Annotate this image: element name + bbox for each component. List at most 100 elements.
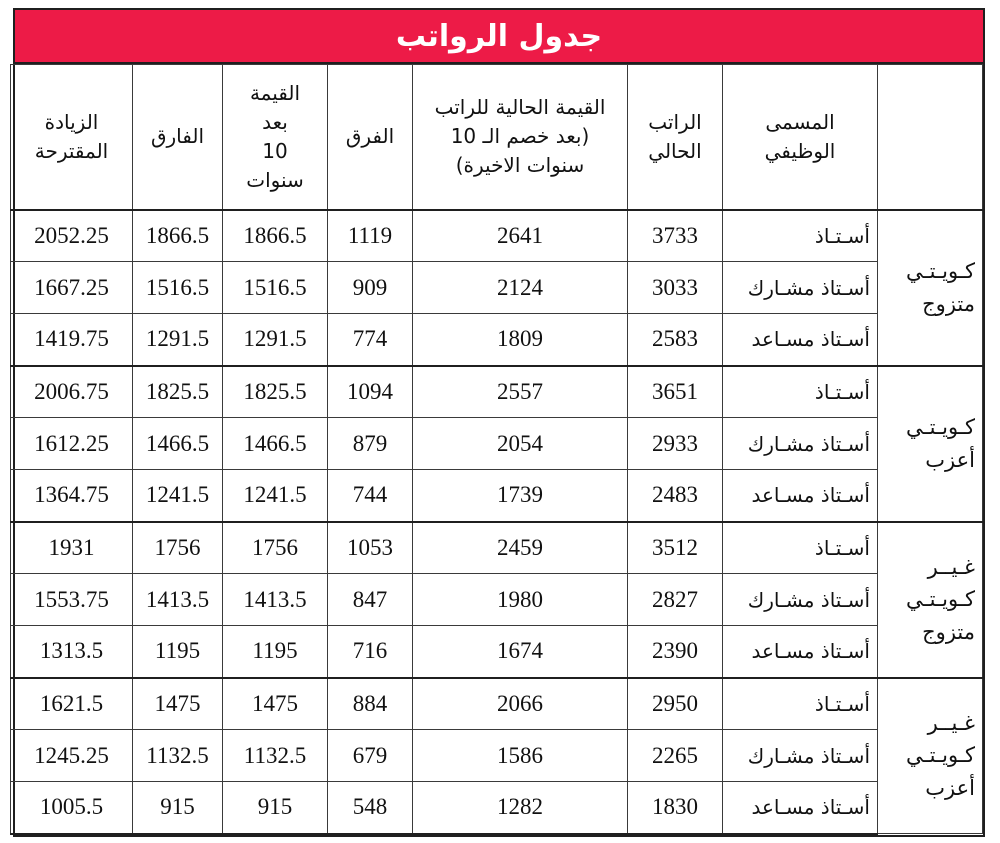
- difference2-cell: 1756: [132, 520, 223, 574]
- value-after-10-years-cell: 1291.5: [222, 313, 328, 366]
- proposed-increase-cell: 1553.75: [10, 573, 133, 626]
- current-salary-cell: 2827: [627, 573, 723, 626]
- value-after-10-years-cell: 1466.5: [222, 417, 328, 470]
- proposed-increase-cell: 1612.25: [10, 417, 133, 470]
- difference-cell: 879: [327, 417, 413, 470]
- current-value-cell: 1980: [412, 573, 628, 626]
- job-title-cell: أسـتاذ مشـارك: [722, 573, 878, 626]
- difference-cell: 847: [327, 573, 413, 626]
- proposed-increase-cell: 1931: [10, 520, 133, 574]
- difference-cell: 1119: [327, 208, 413, 262]
- current-value-cell: 1282: [412, 781, 628, 835]
- current-salary-cell: 3651: [627, 364, 723, 418]
- current-salary-cell: 2483: [627, 469, 723, 522]
- current-salary-cell: 2583: [627, 313, 723, 366]
- difference2-cell: 1132.5: [132, 729, 223, 782]
- job-title-cell: أسـتاذ مسـاعد: [722, 625, 878, 678]
- column-header-difference2: الفارق: [132, 64, 223, 210]
- value-after-10-years-cell: 1825.5: [222, 364, 328, 418]
- job-title-cell: أسـتـاذ: [722, 676, 878, 730]
- difference2-cell: 1195: [132, 625, 223, 678]
- proposed-increase-cell: 1419.75: [10, 313, 133, 366]
- current-value-cell: 1809: [412, 313, 628, 366]
- table-title: جدول الرواتب: [395, 18, 603, 54]
- proposed-increase-cell: 1005.5: [10, 781, 133, 835]
- difference-cell: 1094: [327, 364, 413, 418]
- category-cell: كـويـتـي أعزب: [877, 364, 983, 522]
- current-salary-cell: 1830: [627, 781, 723, 835]
- current-value-cell: 2459: [412, 520, 628, 574]
- proposed-increase-cell: 2052.25: [10, 208, 133, 262]
- column-header-job-title: المسمى الوظيفي: [722, 64, 878, 210]
- current-value-cell: 2641: [412, 208, 628, 262]
- column-header-difference: الفرق: [327, 64, 413, 210]
- difference-cell: 548: [327, 781, 413, 835]
- job-title-cell: أسـتاذ مسـاعد: [722, 781, 878, 835]
- difference-cell: 1053: [327, 520, 413, 574]
- job-title-cell: أسـتاذ مشـارك: [722, 417, 878, 470]
- value-after-10-years-cell: 1516.5: [222, 261, 328, 314]
- value-after-10-years-cell: 1756: [222, 520, 328, 574]
- column-header-proposed-increase: الزيادة المقترحة: [10, 64, 133, 210]
- table-row: أسـتاذ مشـارك 2827 1980 847 1413.5 1413.5 1553…: [10, 573, 983, 626]
- difference2-cell: 1466.5: [132, 417, 223, 470]
- value-after-10-years-cell: 1132.5: [222, 729, 328, 782]
- table-body: كـويـتـي متزوج أسـتـاذ 3733 2641 1119 1866.5 1…: [10, 208, 983, 835]
- current-value-cell: 2124: [412, 261, 628, 314]
- difference2-cell: 1866.5: [132, 208, 223, 262]
- current-value-cell: 2054: [412, 417, 628, 470]
- current-value-cell: 1586: [412, 729, 628, 782]
- difference2-cell: 1291.5: [132, 313, 223, 366]
- column-header-current-salary: الراتب الحالي: [627, 64, 723, 210]
- proposed-increase-cell: 1364.75: [10, 469, 133, 522]
- column-header-current-value: القيمة الحالية للراتب (بعد خصم الـ 10 سن…: [412, 64, 628, 210]
- header-row: المسمى الوظيفي الراتب الحالي القيمة الحا…: [10, 64, 983, 210]
- difference-cell: 679: [327, 729, 413, 782]
- difference-cell: 716: [327, 625, 413, 678]
- proposed-increase-cell: 1245.25: [10, 729, 133, 782]
- current-value-cell: 2066: [412, 676, 628, 730]
- column-header-value-after-10: القيمة بعد 10 سنوات: [222, 64, 328, 210]
- job-title-cell: أسـتاذ مسـاعد: [722, 313, 878, 366]
- current-value-cell: 2557: [412, 364, 628, 418]
- table-row: أسـتاذ مسـاعد 2390 1674 716 1195 1195 1313.5: [10, 625, 983, 678]
- table-row: غـيــر كـويـتـي أعزب أسـتـاذ 2950 2066 884 14…: [10, 676, 983, 834]
- current-salary-cell: 2950: [627, 676, 723, 730]
- table-row: غـيــر كـويـتـي متزوج أسـتـاذ 3512 2459 1053…: [10, 520, 983, 678]
- table-row: كـويـتـي متزوج أسـتـاذ 3733 2641 1119 1866.5 1…: [10, 208, 983, 366]
- difference2-cell: 1413.5: [132, 573, 223, 626]
- current-value-cell: 1674: [412, 625, 628, 678]
- proposed-increase-cell: 1313.5: [10, 625, 133, 678]
- job-title-cell: أسـتاذ مشـارك: [722, 261, 878, 314]
- table-row: كـويـتـي أعزب أسـتـاذ 3651 2557 1094 1825.5 18…: [10, 364, 983, 522]
- value-after-10-years-cell: 1866.5: [222, 208, 328, 262]
- salary-table-container: جدول الرواتب المسمى الوظيفي الراتب الحال…: [10, 8, 985, 837]
- job-title-cell: أسـتاذ مسـاعد: [722, 469, 878, 522]
- value-after-10-years-cell: 1475: [222, 676, 328, 730]
- current-salary-cell: 3733: [627, 208, 723, 262]
- current-salary-cell: 2933: [627, 417, 723, 470]
- salary-table: المسمى الوظيفي الراتب الحالي القيمة الحا…: [10, 64, 983, 835]
- current-salary-cell: 3512: [627, 520, 723, 574]
- difference-cell: 884: [327, 676, 413, 730]
- category-cell: غـيــر كـويـتـي أعزب: [877, 676, 983, 834]
- table-title-bar: جدول الرواتب: [15, 10, 983, 64]
- current-salary-cell: 2390: [627, 625, 723, 678]
- job-title-cell: أسـتـاذ: [722, 520, 878, 574]
- current-salary-cell: 3033: [627, 261, 723, 314]
- proposed-increase-cell: 1667.25: [10, 261, 133, 314]
- job-title-cell: أسـتاذ مشـارك: [722, 729, 878, 782]
- difference-cell: 774: [327, 313, 413, 366]
- table-row: أسـتاذ مسـاعد 2583 1809 774 1291.5 1291.5 1419…: [10, 313, 983, 366]
- difference-cell: 744: [327, 469, 413, 522]
- category-cell: غـيــر كـويـتـي متزوج: [877, 520, 983, 678]
- difference2-cell: 1516.5: [132, 261, 223, 314]
- difference2-cell: 1241.5: [132, 469, 223, 522]
- table-row: أسـتاذ مشـارك 2265 1586 679 1132.5 1132.5 1245…: [10, 729, 983, 782]
- difference2-cell: 1825.5: [132, 364, 223, 418]
- category-cell: كـويـتـي متزوج: [877, 208, 983, 366]
- current-salary-cell: 2265: [627, 729, 723, 782]
- value-after-10-years-cell: 1241.5: [222, 469, 328, 522]
- table-row: أسـتاذ مسـاعد 1830 1282 548 915 915 1005.5: [10, 781, 983, 835]
